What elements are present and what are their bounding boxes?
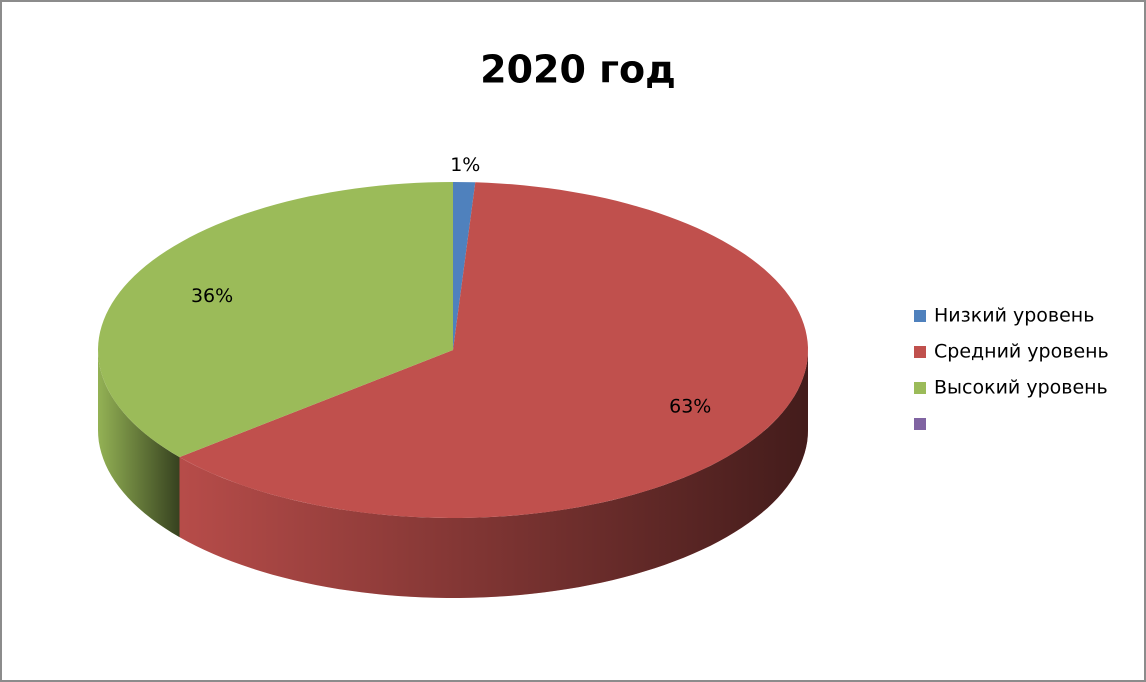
pie-top bbox=[453, 182, 476, 350]
legend-marker bbox=[914, 310, 926, 322]
pie-slice bbox=[98, 182, 453, 538]
legend-marker bbox=[914, 382, 926, 394]
legend-marker bbox=[914, 346, 926, 358]
data-label: 63% bbox=[669, 396, 711, 418]
pie-slice bbox=[179, 182, 808, 598]
legend-label: Низкий уровень bbox=[934, 305, 1094, 327]
data-label: 1% bbox=[450, 154, 480, 176]
data-label: 36% bbox=[191, 285, 233, 307]
pie-slice bbox=[453, 182, 476, 350]
pie-side-shade bbox=[179, 350, 808, 598]
legend-label: Средний уровень bbox=[934, 341, 1109, 363]
legend-label: Высокий уровень bbox=[934, 377, 1108, 399]
pie-side-shade bbox=[98, 350, 180, 538]
chart-title: 2020 год bbox=[480, 48, 676, 92]
legend-marker bbox=[914, 418, 926, 430]
pie-top bbox=[98, 182, 453, 458]
pie-top bbox=[179, 182, 808, 519]
